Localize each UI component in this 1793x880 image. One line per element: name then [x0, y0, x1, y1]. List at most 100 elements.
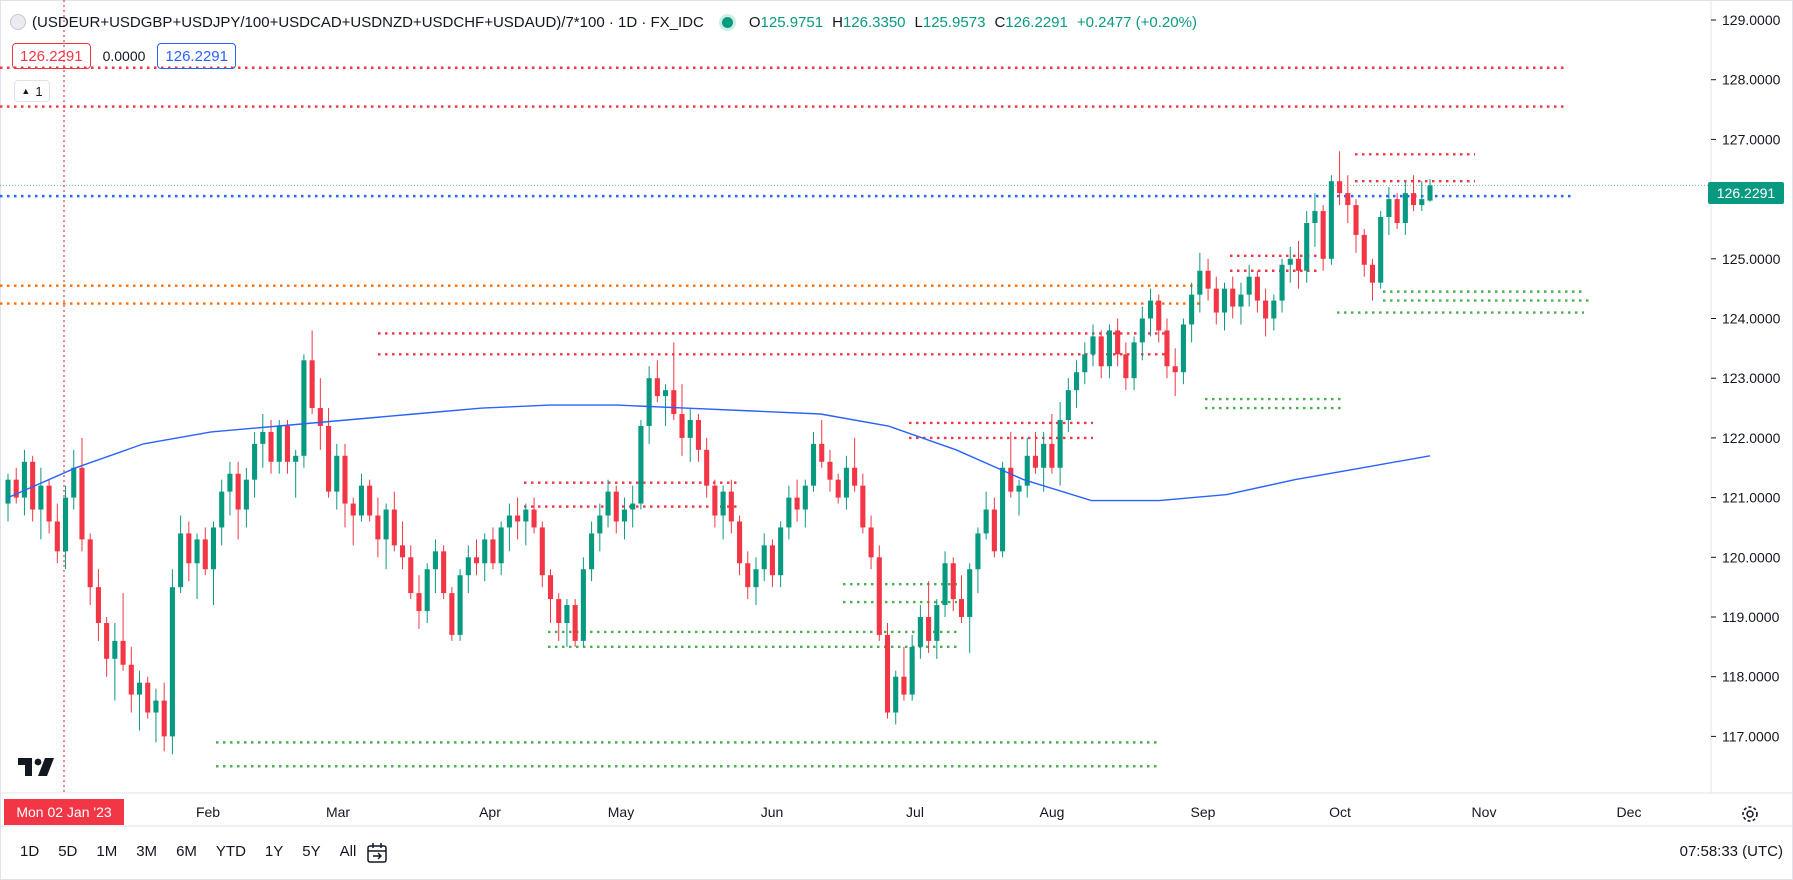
range-1y-button[interactable]: 1Y: [264, 843, 284, 860]
candle-body: [62, 497, 69, 552]
candle-body: [1189, 294, 1195, 325]
candle-body: [1394, 199, 1400, 223]
candle-body: [728, 491, 734, 522]
candle-body: [819, 443, 825, 462]
candle-body: [909, 646, 915, 695]
candle-body: [1115, 330, 1121, 355]
go-to-date-icon[interactable]: [364, 840, 390, 866]
close-value: 126.2291: [1005, 13, 1068, 31]
candle-body: [1254, 276, 1260, 301]
time-tick-label: Feb: [196, 804, 220, 820]
candle-body: [745, 563, 751, 588]
range-1d-button[interactable]: 1D: [20, 843, 40, 860]
range-all-button[interactable]: All: [339, 843, 357, 860]
candle-body: [1098, 336, 1104, 367]
candle-body: [1353, 205, 1359, 235]
candle-body: [556, 599, 562, 623]
candle-body: [1295, 258, 1302, 271]
candle-body: [1279, 264, 1285, 301]
price-tick-label: 121.0000: [1722, 490, 1781, 506]
candle-body: [950, 563, 956, 600]
candle-body: [810, 443, 817, 486]
range-ytd-button[interactable]: YTD: [215, 843, 246, 860]
trade-badges: 126.2291 0.0000 126.2291: [12, 43, 236, 69]
range-1m-button[interactable]: 1M: [96, 843, 118, 860]
candle-body: [1246, 276, 1252, 295]
candle-body: [917, 617, 923, 647]
candle-body: [589, 533, 595, 570]
candle-body: [169, 587, 175, 737]
candle-body: [843, 467, 849, 498]
range-5y-button[interactable]: 5Y: [302, 843, 321, 860]
candle-body: [1164, 330, 1170, 367]
spread-value: 0.0000: [102, 48, 146, 64]
candle-body: [1221, 288, 1228, 313]
buy-button[interactable]: 126.2291: [157, 43, 236, 69]
symbol-title[interactable]: (USDEUR+USDGBP+USDJPY/100+USDCAD+USDNZD+…: [32, 13, 704, 31]
candle-body: [30, 461, 36, 510]
candle-body: [293, 455, 299, 462]
candle-body: [1271, 300, 1277, 319]
indicators-collapse-button[interactable]: ▲ 1: [14, 80, 50, 102]
range-3m-button[interactable]: 3M: [136, 843, 158, 860]
candle-body: [128, 664, 134, 695]
last-price-label: 126.2291: [1708, 182, 1784, 204]
candle-body: [1213, 288, 1219, 313]
candle-body: [284, 425, 291, 462]
market-status-icon[interactable]: [721, 16, 733, 28]
candle-body: [120, 640, 126, 665]
candle-body: [112, 640, 118, 659]
candle-body: [1057, 419, 1063, 468]
candle-body: [136, 682, 143, 695]
candle-body: [432, 551, 438, 570]
candle-body: [441, 551, 447, 594]
candle-body: [1378, 217, 1384, 283]
candle-body: [145, 682, 151, 713]
sell-button[interactable]: 126.2291: [12, 43, 91, 69]
time-tick-label: Apr: [479, 804, 501, 820]
candle-body: [1345, 193, 1351, 206]
time-tick-label: Mar: [326, 804, 350, 820]
candle-body: [465, 557, 471, 576]
price-tick-label: 119.0000: [1722, 609, 1780, 625]
candle-body: [572, 605, 578, 641]
candle-body: [186, 533, 192, 564]
candle-body: [95, 587, 101, 623]
time-tick-label: Sep: [1191, 804, 1216, 820]
candle-body: [104, 622, 110, 659]
candle-body: [5, 479, 11, 504]
candle-body: [852, 467, 858, 486]
price-tick-label: 123.0000: [1722, 370, 1781, 386]
range-5d-button[interactable]: 5D: [58, 843, 78, 860]
candle-body: [1139, 318, 1145, 343]
range-6m-button[interactable]: 6M: [176, 843, 197, 860]
candle-body: [1205, 270, 1211, 289]
candle-body: [178, 533, 184, 588]
candle-body: [531, 509, 537, 528]
candle-body: [252, 443, 258, 480]
candle-body: [71, 467, 77, 498]
chart-settings-icon[interactable]: [1739, 803, 1761, 825]
tradingview-logo-icon[interactable]: [18, 758, 56, 778]
utc-clock[interactable]: 07:58:33 (UTC): [1679, 843, 1783, 860]
candle-body: [884, 634, 891, 713]
candle-body: [761, 545, 767, 570]
candle-body: [671, 390, 677, 415]
candle-body: [449, 593, 455, 635]
high-label: H: [832, 13, 843, 31]
candle-body: [1008, 467, 1014, 492]
price-tick-label: 117.0000: [1722, 728, 1780, 744]
symbol-legend: (USDEUR+USDGBP+USDJPY/100+USDCAD+USDNZD+…: [10, 12, 1197, 32]
candle-body: [663, 390, 669, 397]
candle-body: [424, 569, 430, 612]
candle-body: [893, 676, 899, 713]
candle-body: [1411, 193, 1417, 206]
candle-body: [383, 509, 389, 540]
candle-body: [1172, 366, 1178, 373]
candle-body: [1230, 288, 1236, 307]
candle-body: [334, 455, 340, 492]
candle-body: [498, 527, 504, 564]
candle-body: [260, 431, 266, 444]
candle-body: [1090, 336, 1096, 355]
